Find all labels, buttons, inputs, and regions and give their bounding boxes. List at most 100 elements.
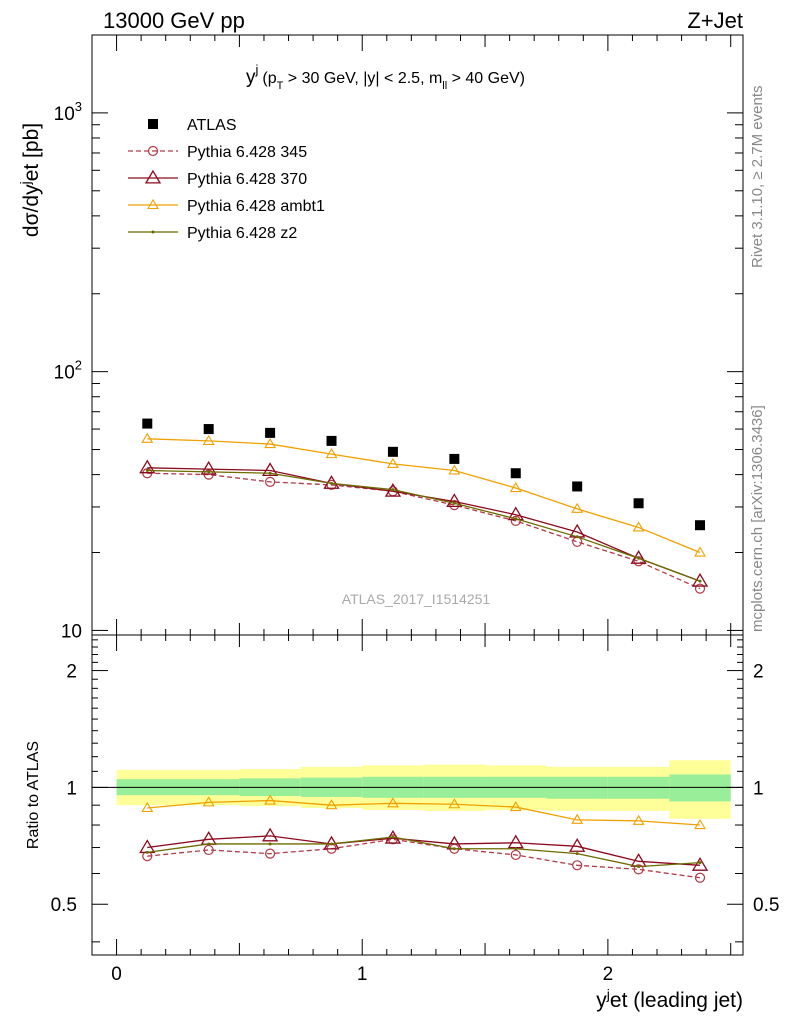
legend-label-ambt1: Pythia 6.428 ambt1 <box>187 198 325 215</box>
ratio-point-z2-dot <box>268 842 272 846</box>
ratio-point-z2-dot <box>698 861 702 865</box>
main-series-p345 <box>142 468 706 594</box>
ratio-point-p345-circle <box>265 848 276 859</box>
title-sub-ll: ll <box>442 80 447 92</box>
chart-title: yj(pT > 30 GeV, |y| < 2.5, mll > 40 GeV) <box>246 62 525 92</box>
title-sub-t: T <box>277 80 284 92</box>
main-y-tick-label: 10 <box>61 621 82 642</box>
main-point-z2-dot <box>207 470 211 474</box>
main-point-z2-dot <box>268 471 272 475</box>
ratio-point-p345-circle <box>633 864 644 875</box>
ylabel-a: dσ/dy <box>20 184 43 237</box>
ratio-point-z2-dot <box>514 847 518 851</box>
ratio-point-ambt1-triangle <box>264 794 277 805</box>
main-point-z2-dot <box>145 468 149 472</box>
ratio-point-z2-dot <box>452 847 456 851</box>
ratio-uncertainty-bands <box>116 760 731 819</box>
main-point-atlas-square <box>449 453 460 464</box>
main-series-atlas <box>142 418 706 531</box>
ratio-point-ambt1-triangle <box>509 800 522 812</box>
legend: ATLAS Pythia 6.428 345 Pythia 6.428 370 Pyt… <box>128 117 325 242</box>
ratio-point-z2-dot <box>575 852 579 856</box>
ratio-band-inner <box>669 774 731 802</box>
ylabel-sup: j <box>17 181 33 185</box>
ratio-point-z2-dot <box>145 850 149 854</box>
main-point-ambt1-triangle <box>571 502 584 513</box>
main-point-atlas-square <box>203 424 214 435</box>
ratio-ticks: 0 1 2 0.5 0.5 1 1 2 2 <box>51 635 779 985</box>
ratio-series-p345 <box>142 834 706 883</box>
main-point-p370-triangle <box>446 493 463 508</box>
xlabel-sup: j <box>606 986 610 1002</box>
x-tick-label: 2 <box>603 964 614 985</box>
xlabel-b: et (leading jet) <box>610 989 743 1012</box>
mcplots-label: mcplots.cern.ch [arXiv:1306.3436] <box>749 405 766 632</box>
main-line-p370 <box>147 467 701 582</box>
ratio-point-p345-circle <box>510 849 521 861</box>
ratio-point-ambt1-triangle <box>448 798 461 809</box>
main-point-z2-dot <box>514 517 518 521</box>
main-point-p370-triangle <box>200 460 217 475</box>
main-point-atlas-square <box>572 481 583 492</box>
main-point-p345-circle <box>694 583 706 594</box>
main-y-tick-label-exp: 2 <box>75 358 82 373</box>
main-point-ambt1-triangle <box>325 448 338 459</box>
legend-label-atlas: ATLAS <box>187 117 237 134</box>
x-tick-label: 1 <box>357 964 368 985</box>
main-series-p370 <box>139 459 709 587</box>
main-point-p345-circle <box>449 499 460 511</box>
legend-marker-p345-circle <box>147 145 159 157</box>
main-point-z2-dot <box>698 579 702 583</box>
ratio-point-p370-triangle <box>507 834 524 849</box>
ratio-panel: 0 1 2 0.5 0.5 1 1 2 2 Ratio to ATLAS yjet (leadi… <box>25 634 779 1012</box>
ratio-point-p370-triangle <box>691 857 709 871</box>
legend-marker-z2-dot <box>151 230 155 234</box>
ratio-point-p345-circle <box>572 860 583 871</box>
ratio-point-p370-triangle <box>569 838 586 852</box>
main-point-z2-dot <box>330 481 334 485</box>
ratio-series <box>139 794 709 883</box>
xlabel-a: y <box>596 989 607 1012</box>
main-point-ambt1-triangle <box>694 546 706 557</box>
legend-label-p370: Pythia 6.428 370 <box>187 171 307 188</box>
ratio-point-ambt1-triangle <box>202 796 215 807</box>
main-point-atlas-square <box>633 498 644 509</box>
title-part3: > 40 GeV) <box>447 70 525 87</box>
x-tick-label: 0 <box>111 964 122 985</box>
main-point-atlas-square <box>387 446 398 457</box>
main-point-ambt1-triangle <box>509 481 522 493</box>
main-point-atlas-square <box>510 468 521 479</box>
ratio-point-ambt1-triangle <box>694 818 706 830</box>
ratio-point-z2-dot <box>637 865 641 869</box>
header-right: Z+Jet <box>687 8 743 33</box>
rivet-label: Rivet 3.1.10, ≥ 2.7M events <box>749 86 766 269</box>
main-point-ambt1-triangle <box>264 437 277 449</box>
main-point-ambt1-triangle <box>386 457 399 468</box>
main-point-atlas-square <box>326 435 337 446</box>
main-point-ambt1-triangle <box>448 464 461 475</box>
main-point-atlas-square <box>265 427 276 438</box>
main-point-p345-circle <box>510 515 521 526</box>
ratio-y-axis-label: Ratio to ATLAS <box>25 741 42 849</box>
ratio-line-p370 <box>147 835 701 866</box>
legend-marker-atlas-square <box>148 119 158 129</box>
ratio-y-tick-label-left: 2 <box>66 662 77 683</box>
ratio-y-tick-label-right: 0.5 <box>753 895 779 916</box>
main-point-p370-triangle <box>139 459 156 474</box>
ratio-point-p370-triangle <box>323 835 340 850</box>
legend-marker-p370-triangle <box>144 169 162 184</box>
main-point-ambt1-triangle <box>632 521 645 532</box>
main-point-z2-dot <box>575 535 579 539</box>
legend-label-p345: Pythia 6.428 345 <box>187 144 307 161</box>
main-point-atlas-square <box>695 520 706 531</box>
legend-label-z2: Pythia 6.428 z2 <box>187 225 297 242</box>
title-part1: (p <box>262 70 276 87</box>
main-point-p345-circle <box>265 476 276 487</box>
ratio-y-tick-label-left: 0.5 <box>51 895 77 916</box>
ylabel-b: et [pb] <box>20 123 43 181</box>
ratio-point-p370-triangle <box>200 831 217 845</box>
ratio-y-tick-label-right: 1 <box>753 778 764 799</box>
